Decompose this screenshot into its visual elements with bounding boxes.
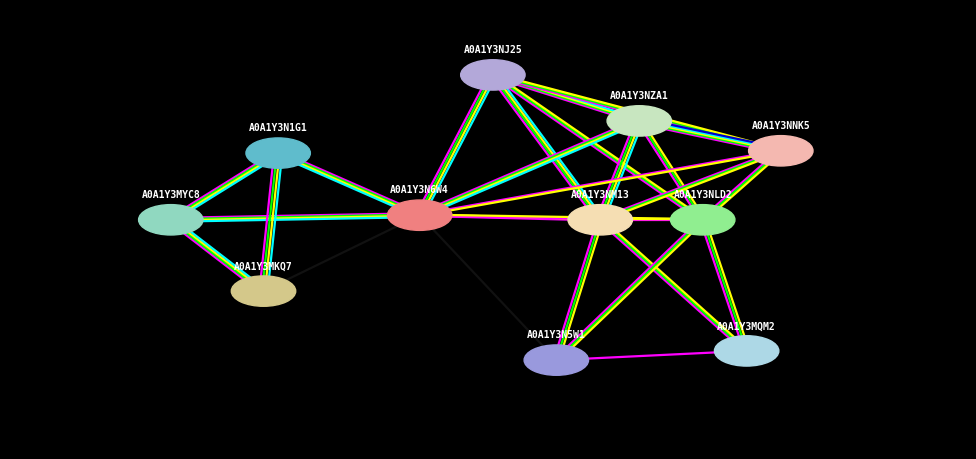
Circle shape — [387, 201, 452, 231]
Circle shape — [568, 205, 632, 235]
Text: A0A1Y3NNK5: A0A1Y3NNK5 — [752, 121, 810, 131]
Circle shape — [139, 205, 203, 235]
Circle shape — [524, 345, 589, 375]
Text: A0A1Y3N6W4: A0A1Y3N6W4 — [390, 185, 449, 195]
Text: A0A1Y3N5W1: A0A1Y3N5W1 — [527, 330, 586, 340]
Circle shape — [607, 106, 671, 137]
Text: A0A1Y3NLD2: A0A1Y3NLD2 — [673, 190, 732, 200]
Text: A0A1Y3NJ25: A0A1Y3NJ25 — [464, 45, 522, 55]
Circle shape — [461, 61, 525, 91]
Text: A0A1Y3MYC8: A0A1Y3MYC8 — [142, 190, 200, 200]
Text: A0A1Y3MKQ7: A0A1Y3MKQ7 — [234, 261, 293, 271]
Circle shape — [231, 276, 296, 307]
Text: A0A1Y3MQM2: A0A1Y3MQM2 — [717, 320, 776, 330]
Circle shape — [246, 139, 310, 169]
Circle shape — [714, 336, 779, 366]
Circle shape — [671, 205, 735, 235]
Text: A0A1Y3NZA1: A0A1Y3NZA1 — [610, 91, 669, 101]
Text: A0A1Y3N1G1: A0A1Y3N1G1 — [249, 123, 307, 133]
Circle shape — [749, 136, 813, 167]
Text: A0A1Y3NM13: A0A1Y3NM13 — [571, 190, 630, 200]
